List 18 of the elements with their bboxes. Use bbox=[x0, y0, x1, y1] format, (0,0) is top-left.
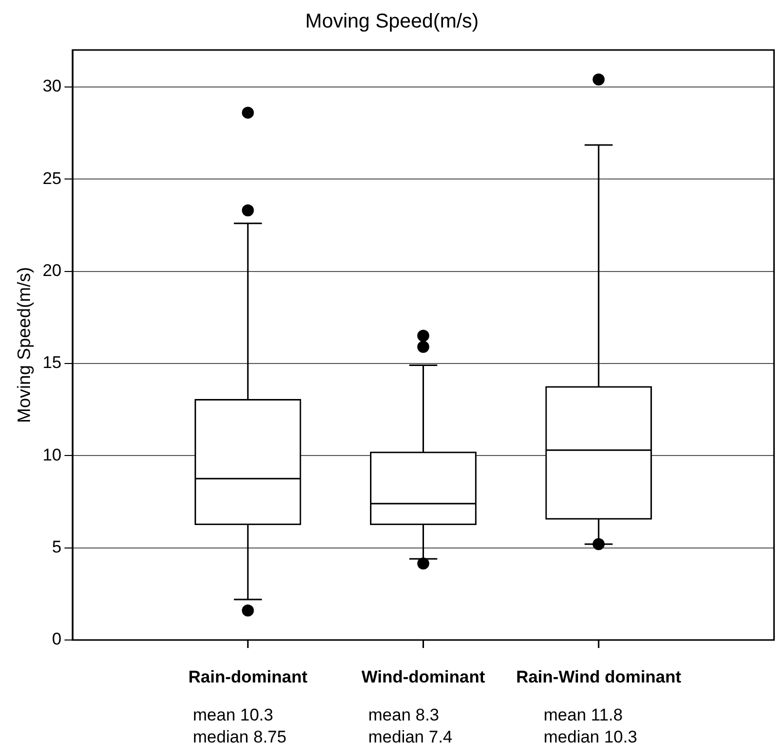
y-tick-label: 5 bbox=[52, 538, 62, 556]
x-tick-label: Wind-dominant bbox=[361, 668, 486, 687]
y-tick-label: 15 bbox=[42, 353, 62, 372]
text: median 8.75 bbox=[192, 728, 286, 747]
x-tick-label: Rain-Wind dominant bbox=[516, 668, 682, 687]
y-tick-label: 10 bbox=[42, 445, 62, 464]
text: median 7.4 bbox=[368, 728, 452, 747]
text: mean 8.3 bbox=[368, 706, 440, 725]
text: mean 11.8 bbox=[544, 706, 623, 725]
y-tick-label: 20 bbox=[42, 260, 62, 280]
x-tick-label: Rain-dominant bbox=[188, 668, 308, 687]
y-axis-title: Moving Speed(m/s) bbox=[14, 266, 34, 424]
text: median 10.3 bbox=[544, 728, 638, 747]
y-tick-label: 25 bbox=[42, 168, 62, 188]
chart-title: Moving Speed(m/s) bbox=[305, 10, 479, 33]
y-tick-label: 30 bbox=[42, 76, 62, 96]
y-tick-label: 0 bbox=[52, 630, 62, 649]
text: mean 10.3 bbox=[192, 706, 274, 725]
